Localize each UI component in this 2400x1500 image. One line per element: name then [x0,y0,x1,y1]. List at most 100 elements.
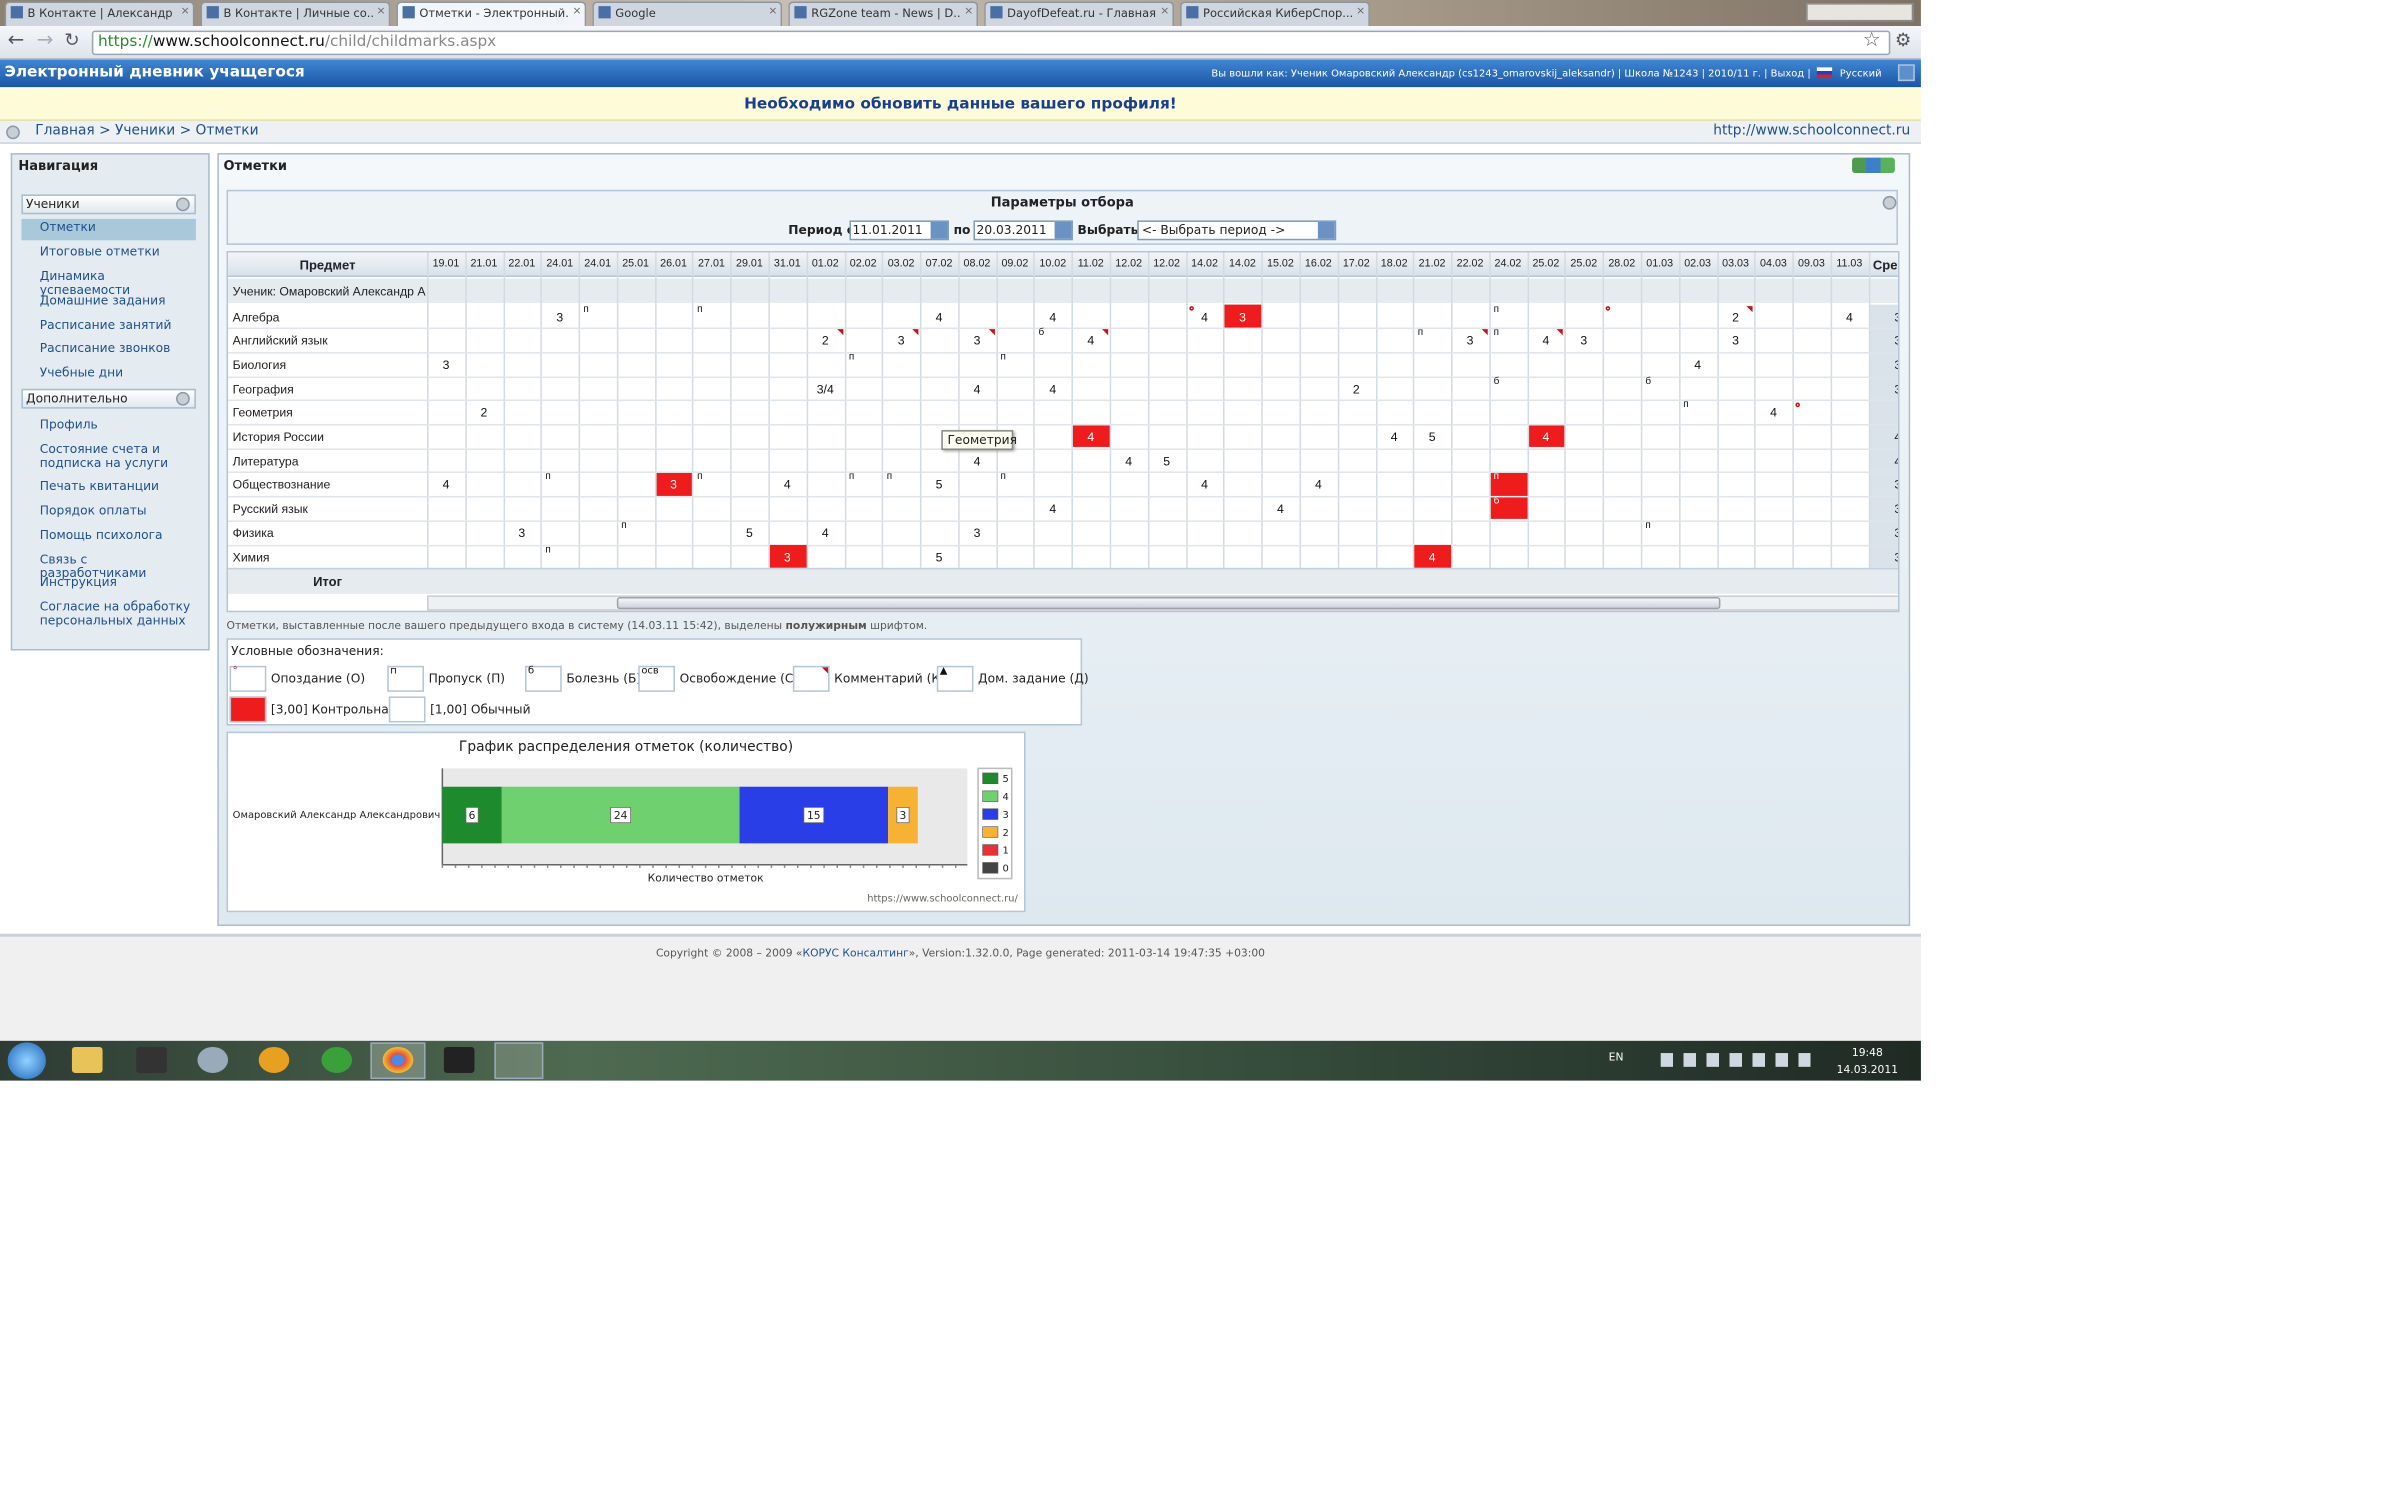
mark[interactable]: 4 [1542,333,1550,348]
date-header[interactable]: 22.02 [1456,258,1484,270]
comment-flag[interactable] [1102,329,1109,336]
comment-flag[interactable] [836,329,843,336]
mark[interactable]: 3 [897,333,905,348]
date-header[interactable]: 09.02 [1001,258,1029,270]
mark[interactable]: 3 [670,478,677,492]
date-header[interactable]: 22.01 [508,258,536,270]
date-header[interactable]: 29.01 [735,258,763,270]
company-link[interactable]: КОРУС Консалтинг [802,947,909,960]
mark[interactable]: 2 [821,333,829,348]
tab-title[interactable]: Отметки - Электронный... [419,6,570,20]
tab[interactable] [1180,1,1370,27]
nav-group-title[interactable]: Дополнительно [26,391,128,406]
date-header[interactable]: 03.02 [887,258,915,270]
tab-title[interactable]: Google [615,6,656,20]
mark[interactable]: 4 [783,478,791,492]
mark[interactable]: 4 [1049,382,1057,396]
mark-note[interactable]: п [1000,351,1006,363]
mark[interactable]: 3 [973,526,981,540]
wrench-menu[interactable]: ⚙ [1894,29,1912,51]
mark[interactable]: 4 [1314,478,1322,492]
date-header[interactable]: 08.02 [963,258,991,270]
mark-note[interactable]: п [848,472,855,483]
mark[interactable]: 3 [1466,333,1474,348]
mark-note[interactable]: б [1645,375,1652,387]
mark[interactable]: 3/4 [816,382,834,396]
date-header[interactable]: 31.01 [773,258,801,270]
language[interactable]: Русский [1839,67,1882,80]
date-header[interactable]: 01.03 [1646,258,1674,270]
tab-title[interactable]: RGZone team - News | D... [811,6,962,20]
mark-note[interactable]: п [848,351,855,363]
mark[interactable]: 4 [1049,309,1057,324]
from-input[interactable] [849,220,949,241]
panel-icons[interactable] [1852,157,1895,173]
mark[interactable]: 4 [1390,430,1398,444]
taskbar-app[interactable] [494,1042,544,1080]
tab[interactable] [788,1,979,27]
mark-note[interactable]: п [583,303,589,315]
date-header[interactable]: 24.01 [584,258,612,270]
date-header[interactable]: 12.02 [1153,258,1181,270]
mark[interactable]: 4 [1087,430,1095,444]
mark[interactable]: 4 [1542,430,1550,444]
date-header[interactable]: 03.03 [1722,258,1749,270]
mark[interactable]: 5 [1428,430,1436,444]
tab-close[interactable]: × [180,4,190,17]
mark[interactable]: 4 [1049,502,1057,516]
mark[interactable]: 3 [973,333,981,348]
subject-header[interactable]: Предмет [299,257,356,273]
mark[interactable]: 5 [746,526,753,540]
tab[interactable] [4,1,195,27]
date-header[interactable]: 10.02 [1039,258,1067,270]
taskbar-app[interactable] [443,1046,475,1073]
date-header[interactable]: 01.02 [811,258,839,270]
nav-item[interactable]: Расписание занятий [39,318,172,333]
mark[interactable]: 3 [1580,333,1588,348]
comment-flag[interactable] [1557,329,1564,336]
mark[interactable]: 4 [935,309,943,324]
nav-item[interactable]: Профиль [39,417,98,432]
tab-title[interactable]: Российская КиберСпор... [1203,6,1354,20]
period-select[interactable] [1137,220,1337,241]
mark-note[interactable]: п [697,472,703,483]
mark-note[interactable]: п [1493,472,1500,483]
date-header[interactable]: 02.02 [849,258,877,270]
nav-group[interactable] [21,194,196,215]
date-header[interactable]: 09.03 [1797,258,1825,270]
date-header[interactable]: 25.02 [1570,258,1598,270]
mark-note[interactable]: б [1493,375,1500,387]
tab[interactable] [200,1,391,27]
mark-note[interactable]: п [621,520,627,531]
nav-item[interactable]: Инструкция [39,575,117,590]
avg-header[interactable]: Сре [1872,257,1898,273]
date-header[interactable]: 14.02 [1229,258,1256,270]
comment-flag[interactable] [988,329,995,336]
nav-group[interactable] [21,388,196,409]
mark[interactable]: 4 [442,478,450,492]
mark[interactable]: 3 [783,550,791,565]
nav-item[interactable]: Итоговые отметки [39,244,160,259]
mark[interactable]: 2 [1732,309,1739,324]
nav-group-toggle[interactable] [176,197,190,212]
window-controls[interactable] [1806,3,1914,22]
mark-note[interactable]: п [1000,472,1006,483]
filter-collapse[interactable] [1882,195,1897,210]
input-language[interactable]: EN [1608,1051,1624,1064]
mark[interactable]: 3 [1732,333,1739,348]
mark[interactable]: 4 [821,526,829,540]
mark[interactable]: 4 [1845,309,1853,324]
date-header[interactable]: 12.02 [1115,258,1143,270]
tab-title[interactable]: В Контакте | Личные со... [223,6,374,20]
tray-icons[interactable] [1660,1053,1822,1067]
breadcrumb[interactable]: Главная > Ученики > Отметки [35,123,259,140]
nav-item[interactable]: Отметки [39,220,96,235]
mark-note[interactable]: п [545,544,551,555]
nav-item[interactable]: Печать квитанции [39,479,159,493]
nav-item[interactable]: Порядок оплаты [39,503,147,518]
nav-item[interactable]: Расписание звонков [39,341,171,356]
language-dropdown[interactable] [1897,64,1915,82]
reload-button[interactable]: ↻ [64,29,80,51]
taskbar-app[interactable] [321,1046,353,1073]
nav-group-title[interactable]: Ученики [26,197,80,212]
